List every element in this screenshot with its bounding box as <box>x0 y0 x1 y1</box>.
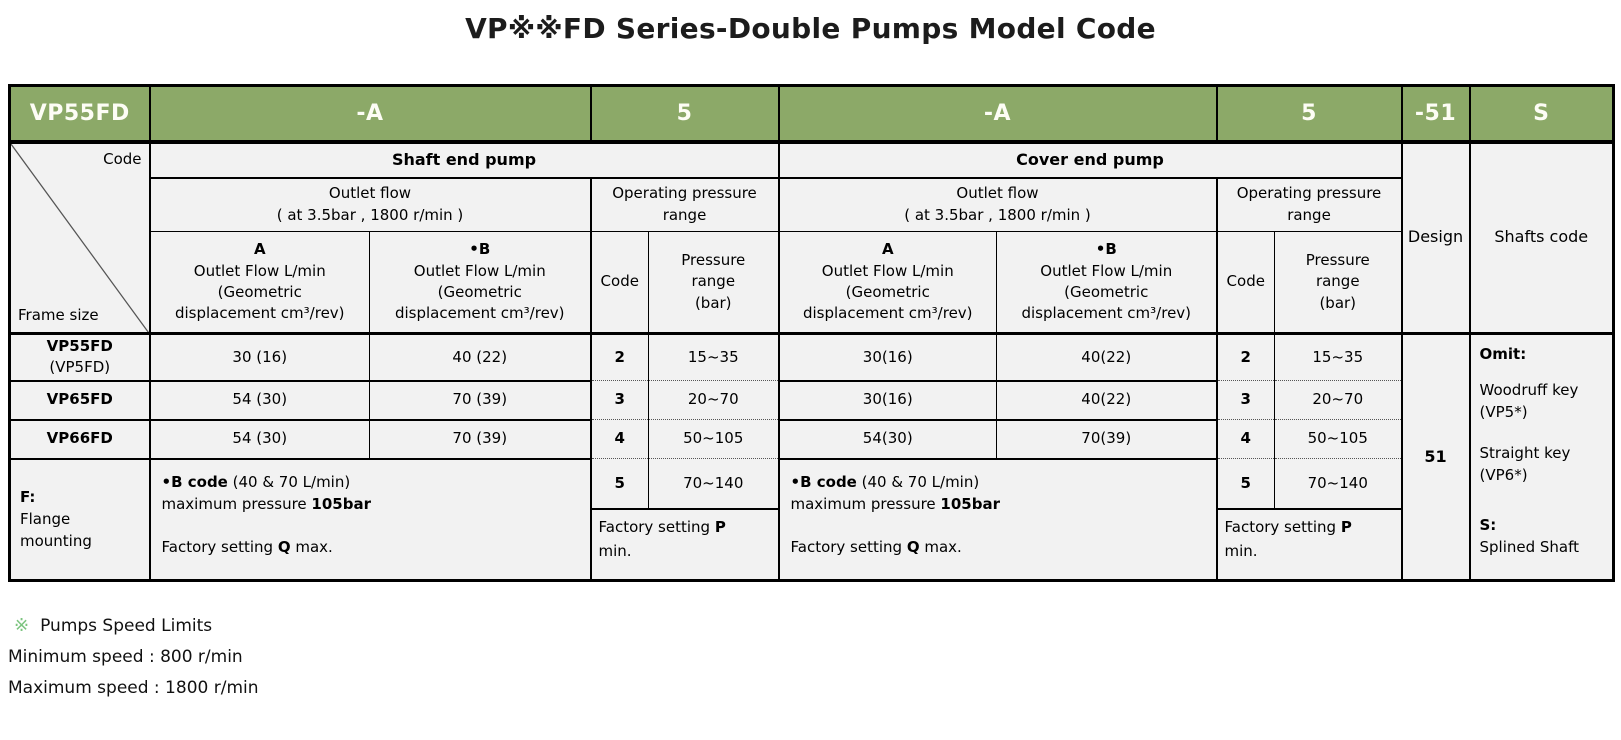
shaft-code-cell: 2 <box>590 333 649 381</box>
note-heading: Pumps Speed Limits <box>40 616 213 636</box>
shafts-code-cell: Omit: Woodruff key (VP5*) Straight key (… <box>1470 334 1614 581</box>
cover-b-flow-cell: 40(22) <box>996 333 1218 382</box>
reference-mark-icon: ※ <box>14 615 30 636</box>
header-shafts-code: Shafts code <box>1469 141 1614 335</box>
outlet-flow-line2: ( at 3.5bar , 1800 r/min ) <box>276 205 464 224</box>
colhead-pressure-shaft: Pressure range (bar) <box>648 231 780 335</box>
cover-a-flow-cell: 30(16) <box>778 380 997 421</box>
diagonal-line <box>11 143 148 331</box>
corner-frame-size-label: Frame size <box>18 305 99 324</box>
cover-b-flow-cell: 40(22) <box>996 380 1218 421</box>
shaft-code5-cell: 5 <box>590 458 649 510</box>
shaft-b-flow-cell: 70 (39) <box>369 380 592 421</box>
shafts-s-desc: Splined Shaft <box>1479 538 1580 556</box>
mounting-cell: F: Flange mounting <box>9 458 151 581</box>
header-operating-pressure-cover: Operating pressure range <box>1216 177 1403 232</box>
cover-pressure-range-cell: 20~70 <box>1274 380 1403 420</box>
code-shaft-flow-cell: -A <box>148 84 592 144</box>
min-speed-note: Minimum speed : 800 r/min <box>8 647 243 667</box>
header-shaft-end-pump: Shaft end pump <box>149 141 780 179</box>
shafts-woodruff-label: Woodruff key <box>1479 381 1579 399</box>
code-shafts-cell: S <box>1468 84 1615 144</box>
bcode-note-cover: •B code (40 & 70 L/min) maximum pressure… <box>778 458 1218 581</box>
shaft-range5-cell: 70~140 <box>648 458 780 510</box>
header-operating-pressure-shaft: Operating pressure range <box>590 177 780 232</box>
shafts-straight-label: Straight key <box>1479 444 1571 462</box>
frame-size-cell: VP66FD <box>9 419 151 460</box>
cover-a-flow-cell: 30(16) <box>778 333 997 382</box>
colhead-code-shaft: Code <box>590 231 649 335</box>
cover-code-cell: 3 <box>1216 380 1275 420</box>
shaft-pressure-range-cell: 50~105 <box>648 419 780 459</box>
shaft-pressure-range-cell: 15~35 <box>648 333 780 381</box>
frame-size-cell: VP65FD <box>9 380 151 421</box>
shaft-code-cell: 4 <box>590 419 649 459</box>
cover-code-cell: 2 <box>1216 333 1275 381</box>
design-value-cell: 51 <box>1401 333 1471 581</box>
colhead-b-shaft: •B Outlet Flow L/min (Geometric displace… <box>369 231 592 335</box>
cover-pressure-range-cell: 50~105 <box>1274 419 1403 459</box>
pumps-speed-limits-note: ※ Pumps Speed Limits Minimum speed : 800 … <box>8 610 259 704</box>
shafts-omit-label: Omit: <box>1479 345 1527 363</box>
shaft-a-flow-cell: 54 (30) <box>149 419 370 460</box>
code-design-cell: -51 <box>1400 84 1471 144</box>
corner-cell: Code Frame size <box>9 141 151 335</box>
frame-size-cell: VP55FD (VP5FD) <box>9 333 151 382</box>
colhead-code-cover: Code <box>1216 231 1275 335</box>
model-code-table-wrap: VP55FD -A 5 -A 5 -51 S Code Frame size S… <box>8 84 1615 582</box>
factory-p-shaft: Factory setting P min. <box>590 508 780 581</box>
shaft-a-flow-cell: 30 (16) <box>149 333 370 382</box>
colhead-a-shaft: A Outlet Flow L/min (Geometric displacem… <box>149 231 370 335</box>
code-shaft-pressure-cell: 5 <box>589 84 780 144</box>
corner-code-label: Code <box>103 149 142 168</box>
cover-code-cell: 4 <box>1216 419 1275 459</box>
colhead-pressure-cover: Pressure range (bar) <box>1274 231 1403 335</box>
header-cover-end-pump: Cover end pump <box>778 141 1403 179</box>
shaft-pressure-range-cell: 20~70 <box>648 380 780 420</box>
cover-pressure-range-cell: 15~35 <box>1274 333 1403 381</box>
code-cover-pressure-cell: 5 <box>1215 84 1403 144</box>
header-design: Design <box>1401 141 1471 335</box>
bcode-note-shaft: •B code (40 & 70 L/min) maximum pressure… <box>149 458 592 581</box>
colhead-b-cover: •B Outlet Flow L/min (Geometric displace… <box>996 231 1218 335</box>
code-cover-flow-cell: -A <box>777 84 1218 144</box>
shaft-a-flow-cell: 54 (30) <box>149 380 370 421</box>
cover-a-flow-cell: 54(30) <box>778 419 997 460</box>
page-title: VP※※FD Series-Double Pumps Model Code <box>465 12 1156 45</box>
colhead-a-cover: A Outlet Flow L/min (Geometric displacem… <box>778 231 997 335</box>
outlet-flow-line1: Outlet flow <box>328 184 412 203</box>
code-frame-cell: VP55FD <box>8 84 151 144</box>
cover-range5-cell: 70~140 <box>1274 458 1403 510</box>
cover-code5-cell: 5 <box>1216 458 1275 510</box>
shaft-b-flow-cell: 40 (22) <box>369 333 592 382</box>
header-outlet-flow-cover: Outlet flow ( at 3.5bar , 1800 r/min ) <box>778 177 1218 232</box>
model-code-table: VP55FD -A 5 -A 5 -51 S Code Frame size S… <box>8 84 1615 582</box>
header-outlet-flow-shaft: Outlet flow ( at 3.5bar , 1800 r/min ) <box>149 177 592 232</box>
factory-p-cover: Factory setting P min. <box>1216 508 1403 581</box>
cover-b-flow-cell: 70(39) <box>996 419 1218 460</box>
shaft-b-flow-cell: 70 (39) <box>369 419 592 460</box>
shafts-s-label: S: <box>1479 516 1497 534</box>
max-speed-note: Maximum speed : 1800 r/min <box>8 678 259 698</box>
shaft-code-cell: 3 <box>590 380 649 420</box>
